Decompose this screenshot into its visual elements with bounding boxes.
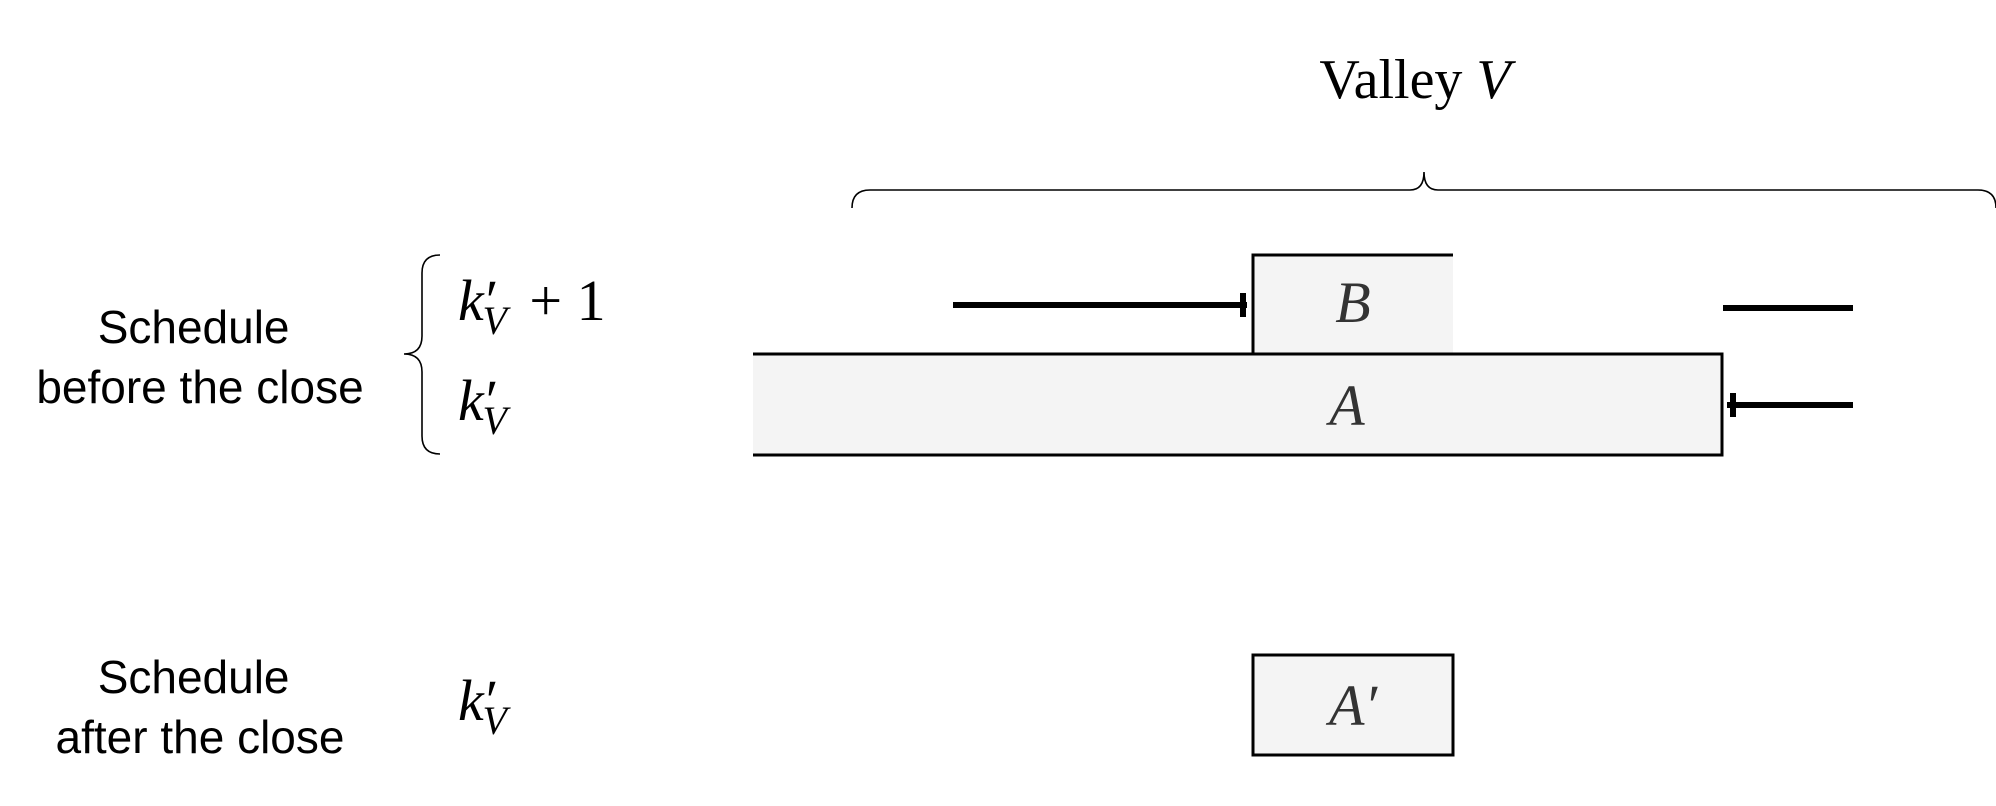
row-lower-base: k [458, 368, 485, 433]
before-close-line1: Schedule [98, 301, 290, 353]
row-label-after: k′V [458, 668, 511, 743]
box-a-border [753, 352, 1724, 457]
row-after-sub: V [482, 698, 511, 743]
row-upper-prime: ′ [486, 268, 499, 333]
row-upper-base: k [458, 268, 485, 333]
after-close-line2: after the close [56, 711, 345, 763]
box-a-prime [1251, 653, 1455, 757]
row-lower-sub: V [482, 398, 511, 443]
box-b-border [1251, 253, 1453, 354]
box-a-prime-label: A′ [1325, 673, 1378, 738]
row-after-prime: ′ [486, 668, 499, 733]
box-b-label: B [1335, 270, 1370, 335]
valley-title-prefix: Valley [1319, 49, 1476, 111]
after-close-line1: Schedule [98, 651, 290, 703]
row-after-base: k [458, 668, 485, 733]
rows-brace [403, 254, 441, 455]
before-close-line2: before the close [36, 361, 363, 413]
row-upper-suffix: + 1 [515, 268, 606, 333]
valley-brace [851, 171, 1996, 209]
box-a-label: A [1325, 373, 1365, 438]
before-close-label: Schedule before the close [36, 301, 363, 413]
row-lower-prime: ′ [486, 368, 499, 433]
box-b [1253, 255, 1453, 355]
after-close-label: Schedule after the close [56, 651, 345, 763]
row-label-lower: k′V [458, 368, 511, 443]
box-a [753, 354, 1723, 455]
valley-title: Valley V [1319, 49, 1516, 111]
row-label-upper: k′V + 1 [458, 268, 606, 343]
row-upper-sub: V [482, 298, 511, 343]
valley-title-symbol: V [1476, 49, 1516, 111]
